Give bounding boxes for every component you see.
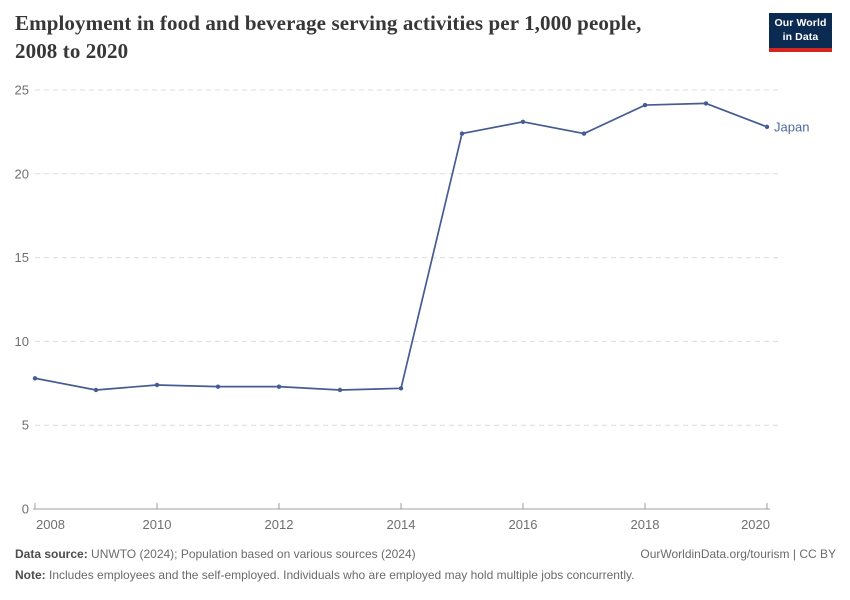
credit-link[interactable]: OurWorldinData.org/tourism | CC BY (640, 547, 836, 561)
data-source-text: Data source: UNWTO (2024); Population ba… (15, 547, 416, 561)
y-axis-label-20: 20 (15, 166, 29, 181)
data-point-japan-2010[interactable] (154, 382, 160, 388)
y-axis-label-15: 15 (15, 250, 29, 265)
x-axis-label-2020: 2020 (741, 517, 770, 532)
data-point-japan-2014[interactable] (398, 386, 404, 391)
x-axis-label-2014: 2014 (387, 517, 416, 532)
data-point-japan-2013[interactable] (337, 387, 343, 393)
x-axis-label-2018: 2018 (631, 517, 660, 532)
data-point-japan-2012[interactable] (276, 384, 282, 389)
y-axis-label-25: 25 (15, 83, 29, 98)
entity-label-japan: Japan (774, 119, 809, 134)
data-point-japan-2009[interactable] (93, 387, 99, 393)
data-point-japan-2015[interactable] (459, 131, 465, 136)
x-axis-label-2008: 2008 (36, 517, 65, 532)
page-title: Employment in food and beverage serving … (15, 11, 642, 63)
data-point-japan-2016[interactable] (520, 119, 526, 125)
x-axis-label-2010: 2010 (143, 517, 172, 532)
x-axis-label-2016: 2016 (509, 517, 538, 532)
line-chart[interactable]: 0 5 10 15 20 25 2008 2010 2012 2014 2016 2018 2020 Ja… (0, 75, 850, 540)
data-point-japan-2018[interactable] (642, 102, 648, 108)
y-axis-label-0: 0 (22, 502, 29, 517)
data-point-japan-2011[interactable] (215, 384, 221, 389)
data-point-japan-2019[interactable] (703, 101, 709, 106)
data-point-japan-2020[interactable] (764, 124, 770, 130)
y-axis-label-10: 10 (15, 334, 29, 349)
y-axis-label-5: 5 (22, 418, 29, 433)
owid-logo[interactable]: Our World in Data (769, 13, 832, 52)
owid-logo-text: Our World in Data (774, 16, 827, 43)
series-line-japan[interactable] (34, 102, 768, 391)
data-point-japan-2008[interactable] (32, 376, 38, 381)
x-axis-label-2012: 2012 (265, 517, 294, 532)
data-point-japan-2017[interactable] (581, 131, 587, 136)
note-text: Note: Includes employees and the self-em… (15, 568, 635, 583)
chart-footer: Data source: UNWTO (2024); Population ba… (15, 546, 836, 583)
